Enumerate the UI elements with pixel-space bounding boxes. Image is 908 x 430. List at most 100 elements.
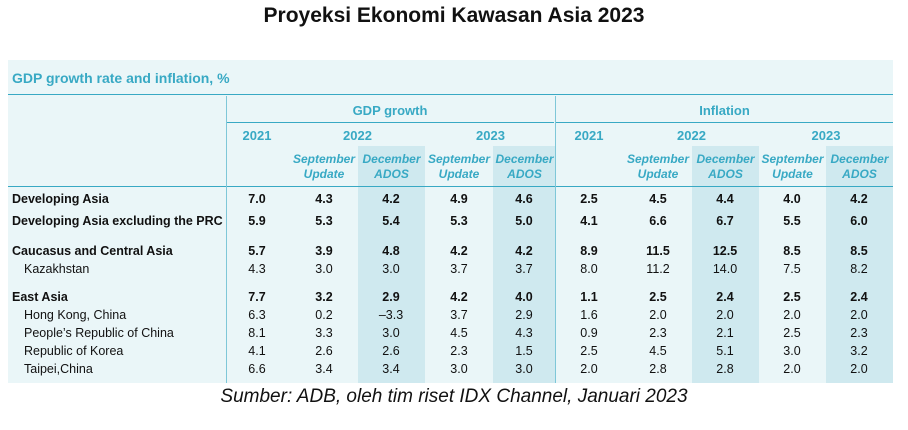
table-cell: 4.6 [515,192,533,206]
row-label: East Asia [12,290,68,304]
subhead-line: December [696,152,755,166]
table-cell: 4.2 [450,244,468,258]
table-cell: 4.2 [850,192,868,206]
table-cell: 7.5 [783,262,801,276]
table-cell: 2.1 [716,326,734,340]
table-cell: 14.0 [712,262,738,276]
table-cell: 11.2 [646,262,670,276]
table-cell: 12.5 [712,244,738,258]
table-cell: 5.0 [515,214,533,228]
table-cell: 4.8 [382,244,400,258]
subhead-september-update: September Update [759,152,826,182]
table-cell: 0.9 [580,326,598,340]
table-cell: 3.7 [450,308,468,322]
subhead-line: September [761,152,824,166]
table-cell: 4.0 [515,290,533,304]
subhead-september-update: September Update [290,152,358,182]
table-cell: 4.9 [450,192,468,206]
subhead-line: Update [772,167,813,181]
table-cell: 6.6 [649,214,667,228]
table-cell: 2.8 [649,362,667,376]
year-header-2023: 2023 [476,128,505,143]
table-cell: 2.0 [783,308,801,322]
table-cell: 2.5 [783,326,801,340]
table-cell: 4.3 [315,192,333,206]
table-cell: 2.3 [850,326,868,340]
table-cell: 6.0 [850,214,868,228]
source-caption: Sumber: ADB, oleh tim riset IDX Channel,… [220,386,688,407]
subhead-line: ADOS [374,167,409,181]
panel-title: GDP growth rate and inflation, % [12,70,230,86]
table-cell: 3.7 [515,262,533,276]
table-cell: 1.6 [580,308,598,322]
table-cell: 8.5 [850,244,868,258]
table-cell: 3.4 [382,362,400,376]
header-rule [8,186,893,187]
table-cell: 4.2 [450,290,468,304]
year-header-2022: 2022 [343,128,372,143]
table-cell: 5.1 [716,344,734,358]
table-cell: 2.6 [315,344,333,358]
ados-column-shade [826,146,893,383]
table-cell: 2.4 [850,290,868,304]
subhead-line: Update [303,167,345,181]
table-cell: 3.0 [450,362,468,376]
table-cell: –3.3 [378,308,404,322]
group-rule [556,122,893,123]
table-cell: 2.0 [716,308,734,322]
table-cell: 2.6 [382,344,400,358]
table-cell: 8.2 [850,262,868,276]
table-cell: 2.9 [515,308,533,322]
subhead-december-ados: December ADOS [826,152,893,182]
subhead-line: December [362,152,421,166]
row-label: Kazakhstan [24,262,90,276]
table-cell: 4.1 [248,344,266,358]
table-cell: 3.4 [315,362,333,376]
table-cell: 2.4 [716,290,734,304]
table-cell: 5.9 [248,214,266,228]
table-cell: 3.0 [515,362,533,376]
table-cell: 1.5 [515,344,533,358]
subhead-line: Update [637,167,679,181]
column-rule [555,96,556,383]
table-cell: 8.0 [580,262,598,276]
table-cell: 2.0 [649,308,667,322]
table-cell: 3.2 [850,344,868,358]
table-cell: 3.7 [450,262,468,276]
page-title: Proyeksi Ekonomi Kawasan Asia 2023 [263,4,645,27]
year-header-2023: 2023 [811,128,841,143]
table-cell: 4.5 [649,344,667,358]
table-cell: 5.4 [382,214,400,228]
table-cell: 2.5 [783,290,801,304]
table-cell: 2.8 [716,362,734,376]
subhead-line: ADOS [708,167,743,181]
subhead-december-ados: December ADOS [358,152,425,182]
table-cell: 8.9 [580,244,598,258]
row-label: People’s Republic of China [24,326,174,340]
table-cell: 6.6 [248,362,266,376]
ados-column-shade [358,146,425,383]
row-label: Republic of Korea [24,344,124,358]
table-cell: 11.5 [646,244,670,258]
table-cell: 8.5 [783,244,801,258]
table-cell: 7.0 [248,192,266,206]
row-label: Caucasus and Central Asia [12,244,173,258]
subhead-september-update: September Update [624,152,692,182]
row-label: Developing Asia excluding the PRC [12,214,223,228]
ados-column-shade [692,146,759,383]
subhead-line: September [292,152,356,166]
table-cell: 5.3 [450,214,468,228]
subhead-december-ados: December ADOS [493,152,556,182]
table-cell: 4.2 [382,192,400,206]
table-cell: 3.0 [315,262,333,276]
year-header-2022: 2022 [677,128,706,143]
table-cell: 2.9 [382,290,400,304]
table-cell: 4.1 [580,214,598,228]
table-cell: 2.0 [783,362,801,376]
row-label: Developing Asia [12,192,109,206]
table-cell: 6.3 [248,308,266,322]
table-cell: 2.5 [649,290,667,304]
table-cell: 2.3 [450,344,468,358]
table-cell: 1.1 [580,290,598,304]
inflation-header: Inflation [699,103,750,118]
